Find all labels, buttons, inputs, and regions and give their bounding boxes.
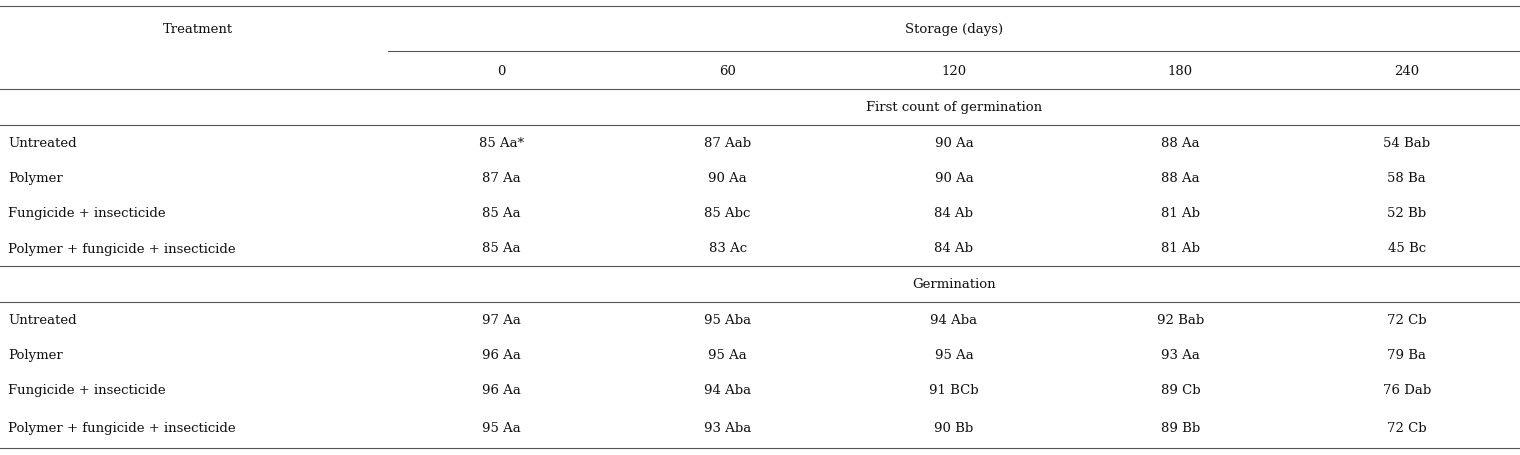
Text: 90 Aa: 90 Aa bbox=[708, 172, 746, 185]
Text: 97 Aa: 97 Aa bbox=[482, 313, 521, 326]
Text: 120: 120 bbox=[941, 64, 967, 77]
Text: 85 Abc: 85 Abc bbox=[704, 207, 751, 219]
Text: 87 Aa: 87 Aa bbox=[482, 172, 520, 185]
Text: 88 Aa: 88 Aa bbox=[1161, 136, 1199, 150]
Text: 89 Cb: 89 Cb bbox=[1161, 383, 1201, 396]
Text: 90 Aa: 90 Aa bbox=[935, 136, 973, 150]
Text: First count of germination: First count of germination bbox=[866, 101, 1043, 114]
Text: Untreated: Untreated bbox=[8, 313, 76, 326]
Text: 94 Aba: 94 Aba bbox=[704, 383, 751, 396]
Text: 93 Aa: 93 Aa bbox=[1161, 348, 1199, 361]
Text: 72 Cb: 72 Cb bbox=[1386, 421, 1427, 434]
Text: 76 Dab: 76 Dab bbox=[1383, 383, 1430, 396]
Text: Fungicide + insecticide: Fungicide + insecticide bbox=[8, 383, 166, 396]
Text: 240: 240 bbox=[1394, 64, 1420, 77]
Text: Polymer + fungicide + insecticide: Polymer + fungicide + insecticide bbox=[8, 421, 236, 434]
Text: 85 Aa: 85 Aa bbox=[482, 242, 520, 255]
Text: 93 Aba: 93 Aba bbox=[704, 421, 751, 434]
Text: 87 Aab: 87 Aab bbox=[704, 136, 751, 150]
Text: Treatment: Treatment bbox=[163, 23, 233, 36]
Text: 95 Aa: 95 Aa bbox=[708, 348, 746, 361]
Text: 85 Aa*: 85 Aa* bbox=[479, 136, 524, 150]
Text: 180: 180 bbox=[1167, 64, 1193, 77]
Text: 95 Aba: 95 Aba bbox=[704, 313, 751, 326]
Text: 54 Bab: 54 Bab bbox=[1383, 136, 1430, 150]
Text: Germination: Germination bbox=[912, 278, 996, 291]
Text: 52 Bb: 52 Bb bbox=[1388, 207, 1426, 219]
Text: 72 Cb: 72 Cb bbox=[1386, 313, 1427, 326]
Text: 84 Ab: 84 Ab bbox=[935, 242, 973, 255]
Text: 79 Ba: 79 Ba bbox=[1388, 348, 1426, 361]
Text: 90 Bb: 90 Bb bbox=[935, 421, 974, 434]
Text: 84 Ab: 84 Ab bbox=[935, 207, 973, 219]
Text: 96 Aa: 96 Aa bbox=[482, 383, 521, 396]
Text: Storage (days): Storage (days) bbox=[904, 23, 1003, 36]
Text: 81 Ab: 81 Ab bbox=[1161, 242, 1199, 255]
Text: 88 Aa: 88 Aa bbox=[1161, 172, 1199, 185]
Text: 58 Ba: 58 Ba bbox=[1388, 172, 1426, 185]
Text: 0: 0 bbox=[497, 64, 505, 77]
Text: 91 BCb: 91 BCb bbox=[929, 383, 979, 396]
Text: 95 Aa: 95 Aa bbox=[482, 421, 520, 434]
Text: Fungicide + insecticide: Fungicide + insecticide bbox=[8, 207, 166, 219]
Text: 83 Ac: 83 Ac bbox=[708, 242, 746, 255]
Text: 81 Ab: 81 Ab bbox=[1161, 207, 1199, 219]
Text: Untreated: Untreated bbox=[8, 136, 76, 150]
Text: Polymer: Polymer bbox=[8, 348, 62, 361]
Text: 96 Aa: 96 Aa bbox=[482, 348, 521, 361]
Text: 90 Aa: 90 Aa bbox=[935, 172, 973, 185]
Text: 85 Aa: 85 Aa bbox=[482, 207, 520, 219]
Text: 89 Bb: 89 Bb bbox=[1161, 421, 1199, 434]
Text: 60: 60 bbox=[719, 64, 736, 77]
Text: 92 Bab: 92 Bab bbox=[1157, 313, 1204, 326]
Text: 94 Aba: 94 Aba bbox=[930, 313, 977, 326]
Text: 95 Aa: 95 Aa bbox=[935, 348, 973, 361]
Text: Polymer: Polymer bbox=[8, 172, 62, 185]
Text: Polymer + fungicide + insecticide: Polymer + fungicide + insecticide bbox=[8, 242, 236, 255]
Text: 45 Bc: 45 Bc bbox=[1388, 242, 1426, 255]
